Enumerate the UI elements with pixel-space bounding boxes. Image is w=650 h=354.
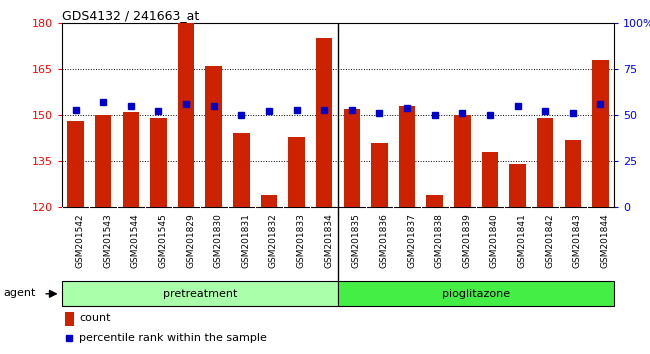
Bar (482, 152, 498, 207)
Text: GSM201543: GSM201543 (103, 213, 112, 268)
Text: count: count (79, 314, 111, 324)
Text: GDS4132 / 241663_at: GDS4132 / 241663_at (62, 9, 199, 22)
Text: pretreatment: pretreatment (162, 289, 237, 299)
Bar (398, 106, 415, 207)
Text: pioglitazone: pioglitazone (442, 289, 510, 299)
Text: GSM201544: GSM201544 (131, 213, 140, 268)
Text: GSM201837: GSM201837 (407, 213, 416, 268)
Bar (122, 112, 139, 207)
Bar (510, 164, 526, 207)
Bar (426, 195, 443, 207)
Text: GSM201542: GSM201542 (75, 213, 84, 268)
Bar (343, 109, 360, 207)
Text: GSM201829: GSM201829 (186, 213, 195, 268)
Text: GSM201843: GSM201843 (573, 213, 582, 268)
Text: GSM201833: GSM201833 (296, 213, 306, 268)
Text: GSM201832: GSM201832 (269, 213, 278, 268)
Bar (178, 23, 194, 207)
Text: GSM201841: GSM201841 (517, 213, 526, 268)
Text: percentile rank within the sample: percentile rank within the sample (79, 333, 267, 343)
Bar (233, 133, 250, 207)
Text: GSM201839: GSM201839 (462, 213, 471, 268)
Bar (288, 137, 305, 207)
Text: GSM201836: GSM201836 (380, 213, 389, 268)
Text: agent: agent (3, 287, 36, 298)
Bar (454, 115, 471, 207)
Bar (316, 38, 332, 207)
Bar (205, 66, 222, 207)
Bar (64, 312, 75, 326)
Text: GSM201835: GSM201835 (352, 213, 361, 268)
Text: GSM201831: GSM201831 (241, 213, 250, 268)
Bar (261, 195, 277, 207)
Text: GSM201545: GSM201545 (159, 213, 168, 268)
Text: GSM201834: GSM201834 (324, 213, 333, 268)
Bar (150, 118, 167, 207)
Text: GSM201844: GSM201844 (601, 213, 610, 268)
Text: GSM201842: GSM201842 (545, 213, 554, 268)
Bar (62, 281, 338, 306)
Bar (68, 121, 84, 207)
Text: GSM201840: GSM201840 (490, 213, 499, 268)
Bar (338, 281, 614, 306)
Bar (537, 118, 554, 207)
Text: GSM201830: GSM201830 (214, 213, 223, 268)
Bar (564, 139, 581, 207)
Bar (592, 60, 608, 207)
Bar (95, 115, 112, 207)
Bar (371, 143, 387, 207)
Text: GSM201838: GSM201838 (435, 213, 444, 268)
